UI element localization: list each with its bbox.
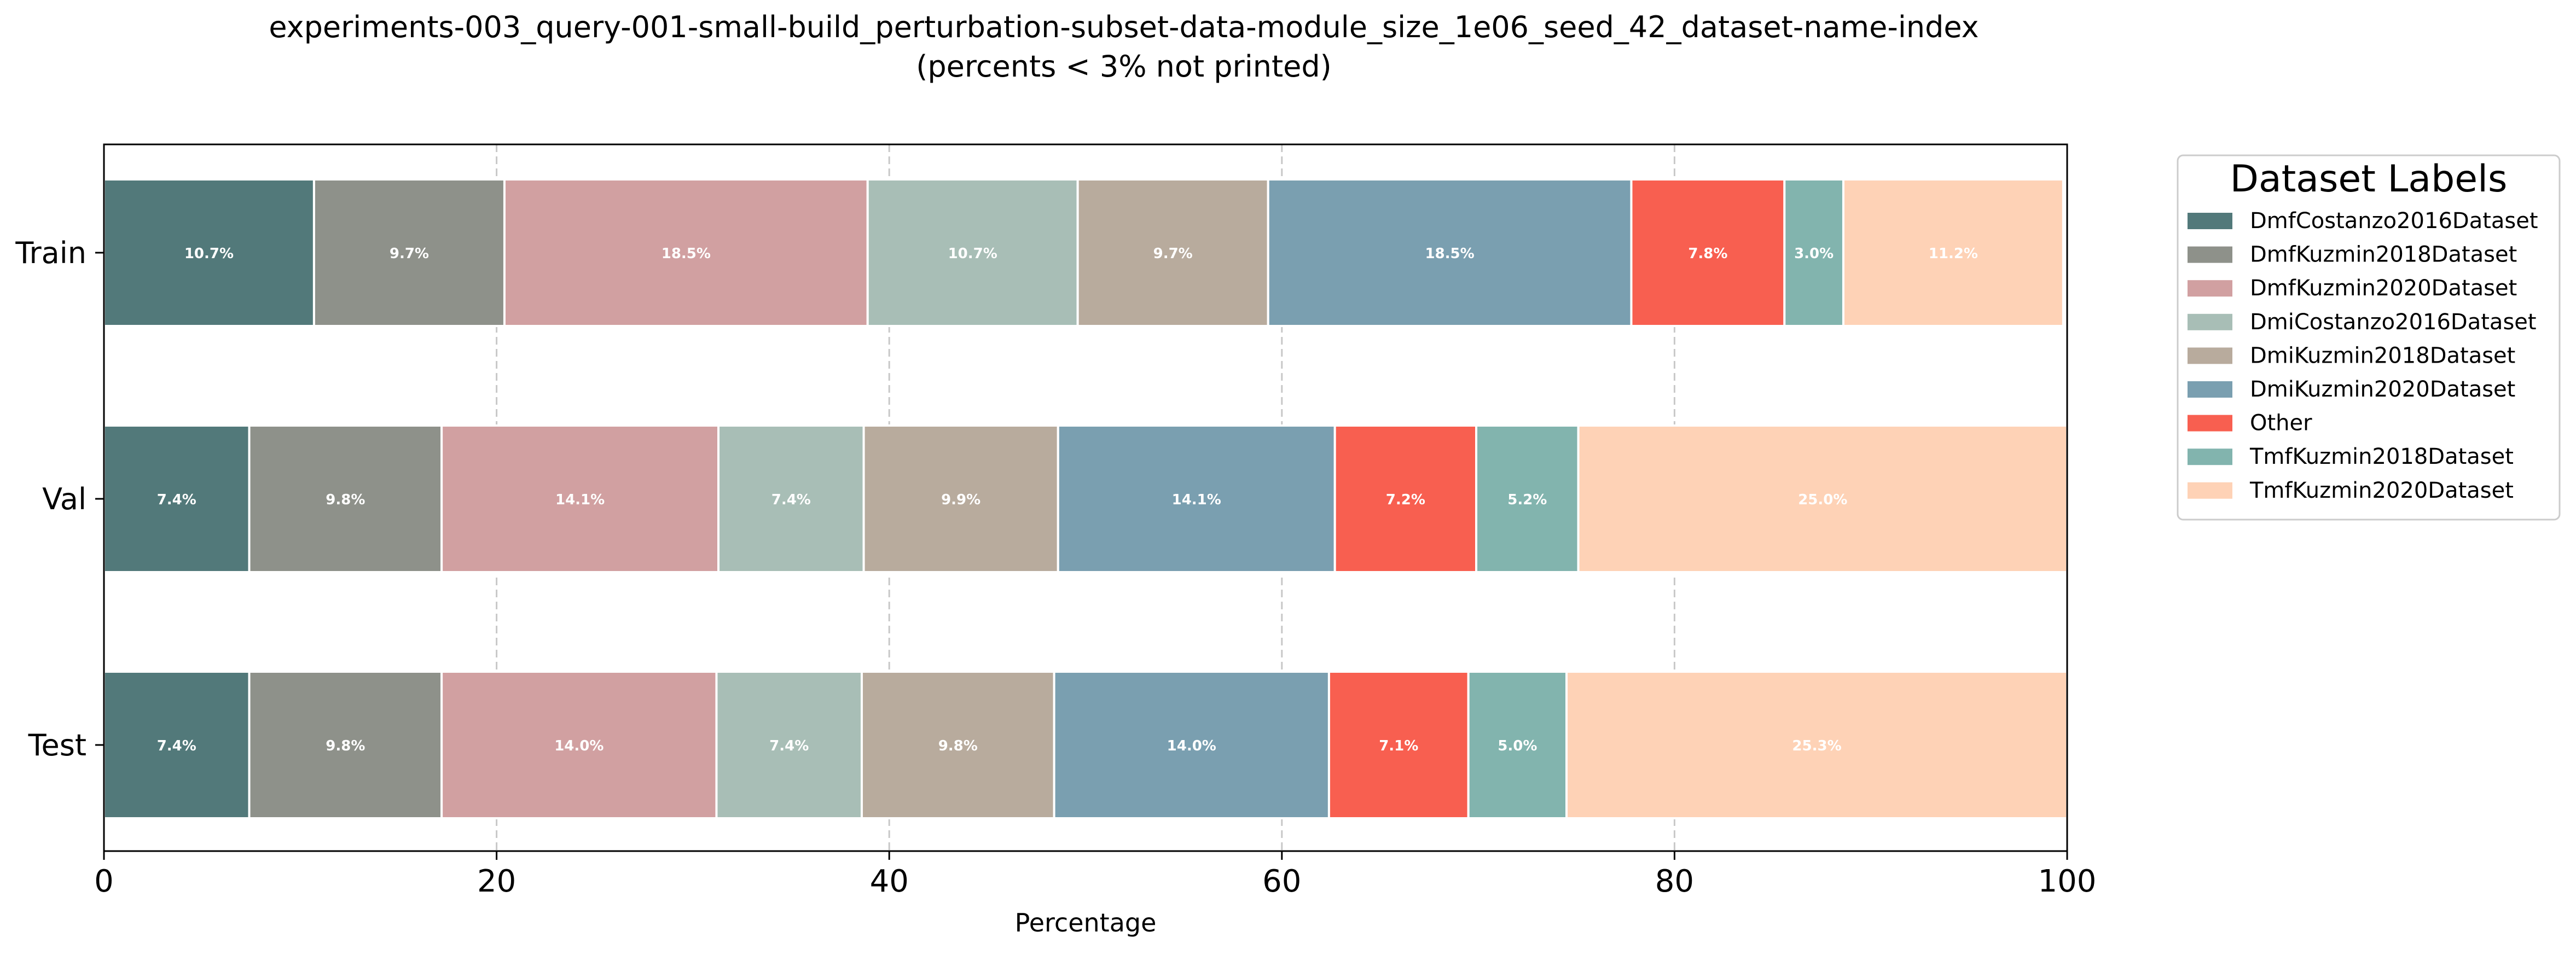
segment-labels: 10.7% 9.7% 18.5% 10.7% 9.7% 18.5% 7.8% 3.0% 11.2… [157,246,1978,754]
legend-entry-label: DmiKuzmin2020Dataset [2250,377,2515,402]
bar-data-label: 7.4% [157,738,196,754]
bar-data-label: 7.4% [771,492,811,508]
bar-data-label: 25.3% [1792,738,1841,754]
x-tick-label: 40 [870,864,909,899]
bar-data-label: 9.7% [1153,246,1193,262]
x-tick-label: 100 [2038,864,2097,899]
bar-data-label: 7.4% [157,492,196,508]
bar-segment [103,424,251,573]
bar-segment [717,424,865,573]
legend-swatch [2188,246,2232,263]
bar-segment [860,671,1055,819]
bar-data-label: 14.0% [1167,738,1216,754]
bar-data-label: 9.8% [326,492,365,508]
legend-entries: DmfCostanzo2016Dataset DmfKuzmin2018Datas… [2188,208,2538,503]
bar-data-label: 7.2% [1386,492,1425,508]
bar-segment [866,178,1079,327]
chart-title: experiments-003_query-001-small-build_pe… [269,10,1979,44]
bar-data-label: 9.8% [326,738,365,754]
y-axis: Train Val Test [15,236,104,762]
bar-data-label: 11.2% [1929,246,1978,262]
bars [103,178,2069,819]
bar-segment [1842,178,2064,327]
bar-segment [440,671,718,819]
x-tick-label: 0 [94,864,114,899]
x-tick-label: 20 [477,864,516,899]
bar-data-label: 14.1% [1172,492,1221,508]
legend-swatch [2188,482,2232,499]
bar-data-label: 18.5% [1425,246,1474,262]
legend-entry-label: DmfKuzmin2018Dataset [2250,242,2517,267]
x-axis: 0 20 40 60 80 100 [94,851,2096,899]
chart-subtitle: (percents < 3% not printed) [916,49,1331,84]
x-axis-label: Percentage [1015,908,1157,937]
bar-data-label: 9.8% [938,738,978,754]
bar-segment [248,424,443,573]
legend-entry-label: DmfCostanzo2016Dataset [2250,208,2538,234]
legend-swatch [2188,381,2232,398]
bar-segment [1565,671,2069,819]
bar-data-label: 5.0% [1498,738,1537,754]
plot-frame [103,143,2068,852]
bar-segment [1630,178,1786,327]
legend-frame [2177,154,2561,521]
bar-segment [312,178,506,327]
bar-segment [1076,178,1269,327]
legend: Dataset Labels DmfCostanzo2016DatasetDmf… [2177,154,2561,521]
bar-segment [1327,671,1470,819]
legend-entry-label: TmfKuzmin2018Dataset [2249,444,2514,469]
bar-data-label: 14.0% [554,738,604,754]
bar-segment [715,671,863,819]
bar-data-label: 9.7% [390,246,429,262]
legend-swatch [2188,313,2232,330]
bar-segment [103,178,315,327]
legend-swatch [2188,415,2232,432]
bar-data-label: 9.9% [941,492,980,508]
bar-data-label: 10.7% [184,246,234,262]
legend-entry-label: TmfKuzmin2020Dataset [2249,478,2514,503]
bar-data-label: 7.8% [1688,246,1727,262]
y-tick-label: Test [28,728,86,762]
bar-data-label: 10.7% [948,246,997,262]
bar-segment [862,424,1059,573]
legend-entry-label: Other [2250,411,2312,436]
x-tick-label: 80 [1655,864,1694,899]
bar-segment [1467,671,1568,819]
legend-entry-label: DmiCostanzo2016Dataset [2250,310,2537,335]
bar-segment [1577,424,2068,573]
x-tick-label: 60 [1262,864,1301,899]
bar-segment [440,424,720,573]
y-tick-label: Train [15,236,86,270]
bar-segment [103,671,251,819]
bar-segment [1333,424,1478,573]
bar-data-label: 7.1% [1379,738,1418,754]
bar-segment [1057,424,1336,573]
legend-swatch [2188,280,2232,297]
bar-segment [1783,178,1844,327]
legend-swatch [2188,213,2232,229]
bar-data-label: 7.4% [769,738,809,754]
bar-segment [1475,424,1580,573]
bar-data-label: 25.0% [1798,492,1847,508]
bar-data-label: 3.0% [1794,246,1834,262]
bar-segment [1267,178,1633,327]
legend-entry-label: DmiKuzmin2018Dataset [2250,343,2515,368]
legend-entry-label: DmfKuzmin2020Dataset [2250,276,2517,301]
bar-data-label: 18.5% [662,246,711,262]
y-tick-label: Val [42,482,86,516]
legend-swatch [2188,347,2232,364]
bar-segment [248,671,443,819]
bar-data-label: 14.1% [555,492,605,508]
bar-data-label: 5.2% [1507,492,1547,508]
legend-swatch [2188,449,2232,465]
legend-title: Dataset Labels [2230,158,2508,201]
